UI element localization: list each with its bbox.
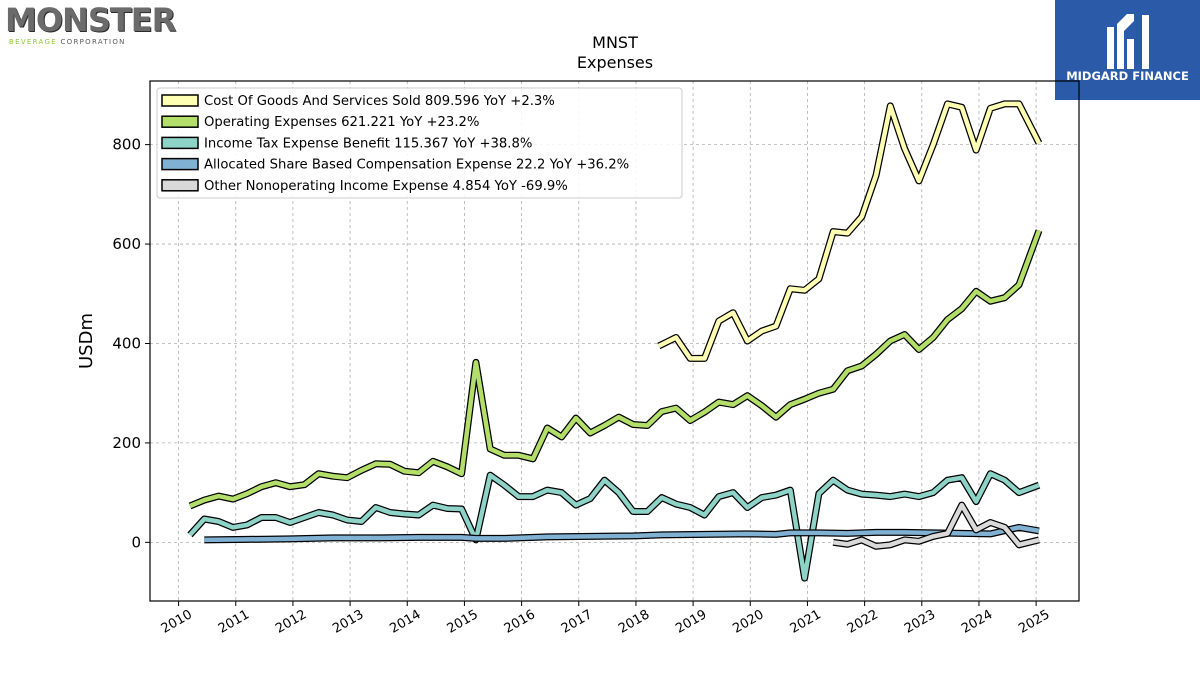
x-tick-label: 2024 [959, 607, 995, 637]
plot-frame [149, 80, 1080, 602]
legend: Cost Of Goods And Services Sold 809.596 … [156, 87, 683, 199]
x-tick-label: 2012 [273, 607, 309, 637]
y-tick-label: 800 [112, 136, 141, 154]
series-line-outline [188, 229, 1043, 510]
series-0 [657, 100, 1043, 362]
monster-logo-wordmark: MONSTER [5, 1, 176, 39]
x-tick-label: 2010 [159, 607, 195, 637]
series-1 [188, 229, 1043, 510]
axis-ticks: 2010 2011 2012 2013 2014 2015 2016 2017 2018 2019… [112, 136, 1052, 637]
x-tick-label: 2017 [559, 607, 595, 637]
legend-entry: Other Nonoperating Income Expense 4.854 … [204, 179, 568, 194]
x-tick-label: 2011 [216, 607, 252, 637]
series-line [204, 525, 1040, 543]
x-tick-label: 2016 [502, 607, 538, 637]
x-tick-label: 2022 [845, 607, 881, 637]
series-3 [204, 523, 1040, 544]
x-tick-label: 2018 [616, 607, 652, 637]
x-tick-label: 2015 [445, 607, 481, 637]
legend-entry: Cost Of Goods And Services Sold 809.596 … [204, 94, 555, 109]
legend-entry: Allocated Share Based Compensation Expen… [204, 158, 629, 173]
chart-subtitle: Expenses [577, 53, 653, 72]
x-tick-label: 2014 [387, 607, 423, 637]
series-line [189, 229, 1042, 509]
legend-box [156, 87, 683, 199]
series-line [188, 471, 1040, 581]
series-lines [187, 100, 1043, 582]
y-tick-label: 0 [131, 533, 141, 551]
legend-swatch [161, 115, 199, 128]
series-line [657, 101, 1042, 361]
y-tick-label: 600 [112, 235, 141, 253]
monster-logo-subtitle: BEVERAGE CORPORATION [9, 38, 126, 46]
monster-logo-sub-rest: CORPORATION [60, 38, 126, 46]
series-4 [832, 501, 1040, 550]
series-line [832, 502, 1040, 549]
chart-title: MNST [592, 33, 638, 52]
y-axis-label: USDm [76, 313, 97, 369]
x-tick-label: 2020 [730, 607, 766, 637]
legend-swatch [161, 179, 199, 192]
legend-entry: Operating Expenses 621.221 YoY +23.2% [204, 115, 479, 130]
x-tick-label: 2013 [330, 607, 366, 637]
x-tick-label: 2023 [902, 607, 938, 637]
legend-entry: Income Tax Expense Benefit 115.367 YoY +… [204, 136, 532, 151]
y-tick-label: 200 [112, 434, 141, 452]
midgard-emblem-icon [1107, 14, 1149, 69]
legend-swatch [161, 94, 199, 107]
legend-swatch [161, 136, 199, 150]
series-2 [187, 470, 1041, 582]
monster-logo: MONSTER BEVERAGE CORPORATION [5, 4, 176, 46]
midgard-finance-name: MIDGARD FINANCE [1066, 69, 1189, 83]
x-tick-label: 2019 [673, 607, 709, 637]
x-tick-label: 2025 [1016, 607, 1052, 637]
legend-swatch [161, 157, 199, 171]
y-tick-label: 400 [112, 334, 141, 352]
monster-logo-sub-accent: BEVERAGE [9, 38, 57, 46]
x-tick-label: 2021 [788, 607, 824, 637]
